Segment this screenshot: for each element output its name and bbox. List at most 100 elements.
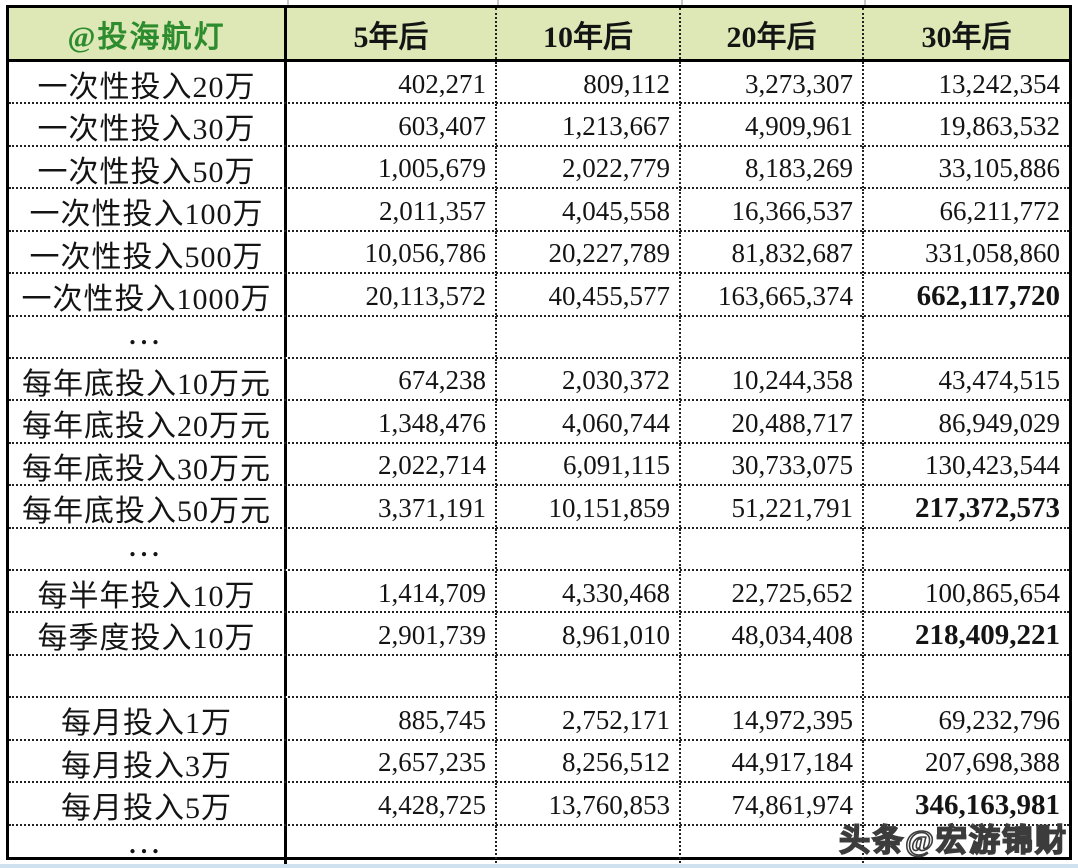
row-label: 一次性投入1000万: [9, 274, 287, 319]
ellipsis-row: ...: [9, 314, 1069, 357]
brand-header-cell: @投海航灯: [9, 8, 287, 59]
row-label: 每年底投入30万元: [9, 443, 287, 488]
investment-projection-table: @投海航灯 5年后 10年后 20年后 30年后 一次性投入20万 402,271…: [6, 5, 1072, 867]
table-row: 每年底投入30万元 2,022,714 6,091,115 30,733,075 130…: [9, 441, 1069, 488]
value-cell: 16,366,537: [681, 189, 864, 234]
value-cell: [287, 528, 497, 570]
value-cell: 86,949,029: [938, 407, 1061, 438]
value-cell: 662,117,720: [916, 279, 1060, 312]
row-label: 每月投入5万: [9, 783, 287, 828]
value-cell: 217,372,573: [915, 491, 1060, 524]
value-cell: 2,901,739: [287, 613, 497, 658]
row-label: 每年底投入20万元: [9, 401, 287, 446]
row-label: ...: [9, 316, 287, 357]
value-cell: 331,058,860: [925, 238, 1060, 269]
value-cell: 3,273,307: [681, 62, 864, 106]
column-header-30y: 30年后: [921, 20, 1012, 54]
value-cell: 4,045,558: [497, 189, 681, 234]
value-cell: 51,221,791: [681, 486, 864, 531]
table-row: 一次性投入50万 1,005,679 2,022,779 8,183,269 33,10…: [9, 144, 1069, 191]
table-row: 每年底投入10万元 674,238 2,030,372 10,244,358 43,47…: [9, 356, 1069, 403]
value-cell: 4,330,468: [497, 571, 681, 616]
value-cell: 1,213,667: [497, 104, 681, 149]
value-cell: [681, 655, 864, 697]
value-cell: 13,242,354: [938, 68, 1061, 99]
value-cell: 2,657,235: [287, 740, 497, 785]
value-cell: 100,865,654: [925, 577, 1060, 608]
value-cell: 19,863,532: [938, 110, 1061, 141]
table-row: 一次性投入1000万 20,113,572 40,455,577 163,665,37…: [9, 272, 1069, 319]
table-row: 一次性投入30万 603,407 1,213,667 4,909,961 19,863,…: [9, 102, 1069, 149]
value-cell: [497, 825, 681, 867]
value-cell: 40,455,577: [497, 274, 681, 319]
value-cell: 43,474,515: [938, 365, 1061, 396]
table-row: 每年底投入20万元 1,348,476 4,060,744 20,488,717 86,…: [9, 399, 1069, 446]
row-label: 一次性投入500万: [9, 231, 287, 276]
value-cell: 20,227,789: [497, 231, 681, 276]
table-row: 每年底投入50万元 3,371,191 10,151,859 51,221,791 21…: [9, 484, 1069, 531]
value-cell: [497, 655, 681, 697]
value-cell: 163,665,374: [681, 274, 864, 319]
column-header-5y: 5年后: [287, 8, 497, 59]
value-cell: 402,271: [287, 62, 497, 106]
value-cell: 3,371,191: [287, 486, 497, 531]
value-cell: 8,183,269: [681, 146, 864, 191]
gridline-tick: [287, 0, 289, 6]
column-header-20y: 20年后: [681, 8, 864, 59]
value-cell: 218,409,221: [915, 618, 1060, 651]
value-cell: 33,105,886: [938, 153, 1061, 184]
value-cell: 8,961,010: [497, 613, 681, 658]
value-cell: 74,861,974: [681, 783, 864, 828]
value-cell: 2,752,171: [497, 698, 681, 743]
table-row: 一次性投入500万 10,056,786 20,227,789 81,832,687 3…: [9, 229, 1069, 276]
value-cell: 885,745: [287, 698, 497, 743]
value-cell: [681, 528, 864, 570]
value-cell: [681, 316, 864, 357]
value-cell: 2,030,372: [497, 358, 681, 403]
table-row: 每半年投入10万 1,414,709 4,330,468 22,725,652 100,…: [9, 569, 1069, 616]
value-cell: 346,163,981: [915, 788, 1060, 821]
value-cell: [497, 528, 681, 570]
value-cell: [287, 825, 497, 867]
value-cell: [864, 656, 1069, 696]
value-cell: 20,113,572: [287, 274, 497, 319]
value-cell: 4,428,725: [287, 783, 497, 828]
value-cell: 1,348,476: [287, 401, 497, 446]
value-cell: 22,725,652: [681, 571, 864, 616]
value-cell: 10,151,859: [497, 486, 681, 531]
row-label: [9, 655, 287, 697]
row-label: 一次性投入50万: [9, 146, 287, 191]
value-cell: 10,056,786: [287, 231, 497, 276]
gridline-tick: [864, 0, 866, 6]
value-cell: 4,909,961: [681, 104, 864, 149]
value-cell: 10,244,358: [681, 358, 864, 403]
row-label: 一次性投入20万: [9, 62, 287, 106]
ellipsis-row: ...: [9, 823, 1069, 867]
value-cell: 66,211,772: [939, 195, 1061, 226]
row-label: ...: [9, 825, 287, 867]
toutiao-watermark: 头条@宏游锦财: [838, 822, 1068, 859]
value-cell: 20,488,717: [681, 401, 864, 446]
value-cell: 1,005,679: [287, 146, 497, 191]
table-row: 一次性投入100万 2,011,357 4,045,558 16,366,537 66,…: [9, 187, 1069, 234]
value-cell: 6,091,115: [497, 443, 681, 488]
row-label: 每月投入3万: [9, 740, 287, 785]
table-row: 每月投入3万 2,657,235 8,256,512 44,917,184 207,69…: [9, 738, 1069, 785]
row-label: 每月投入1万: [9, 698, 287, 743]
bottom-edge-artifact: [0, 864, 1078, 868]
value-cell: [864, 529, 1069, 569]
value-cell: 2,022,779: [497, 146, 681, 191]
value-cell: 8,256,512: [497, 740, 681, 785]
value-cell: 4,060,744: [497, 401, 681, 446]
table-row: 每月投入1万 885,745 2,752,171 14,972,395 69,232,7…: [9, 696, 1069, 743]
value-cell: [864, 317, 1069, 357]
value-cell: 207,698,388: [925, 747, 1060, 778]
row-label: ...: [9, 528, 287, 570]
row-label: 每季度投入10万: [9, 613, 287, 658]
value-cell: 81,832,687: [681, 231, 864, 276]
value-cell: 603,407: [287, 104, 497, 149]
value-cell: 2,022,714: [287, 443, 497, 488]
value-cell: 14,972,395: [681, 698, 864, 743]
table-header-row: @投海航灯 5年后 10年后 20年后 30年后: [9, 8, 1069, 62]
value-cell: 30,733,075: [681, 443, 864, 488]
